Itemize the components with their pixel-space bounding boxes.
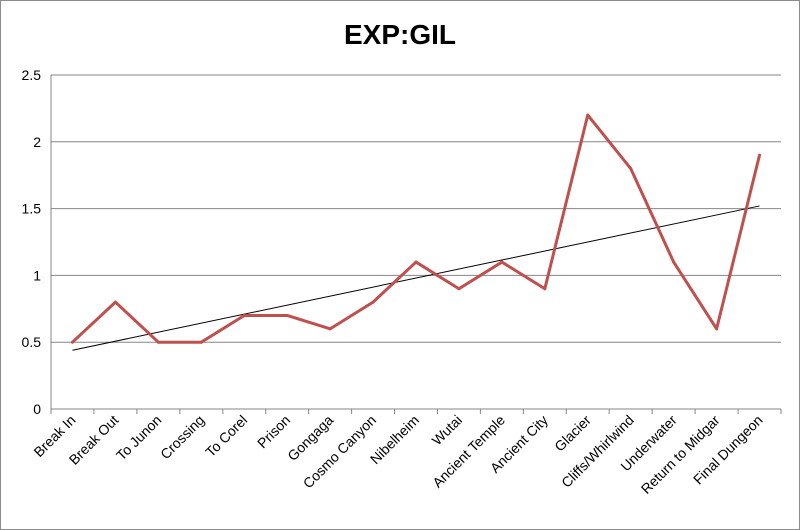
data-point bbox=[113, 300, 117, 304]
data-point bbox=[715, 327, 719, 331]
y-tick-label: 1 bbox=[33, 267, 41, 283]
x-tick-label: Wutai bbox=[429, 412, 465, 448]
data-point bbox=[586, 113, 590, 117]
data-point bbox=[156, 340, 160, 344]
y-tick-label: 0 bbox=[33, 401, 41, 417]
data-point bbox=[758, 153, 762, 157]
chart-title: EXP:GIL bbox=[343, 19, 456, 50]
data-point bbox=[371, 300, 375, 304]
data-point bbox=[285, 313, 289, 317]
series-line bbox=[71, 113, 761, 344]
x-tick-label: Glacier bbox=[551, 412, 594, 455]
x-tick-label: To Corel bbox=[202, 412, 250, 460]
data-point bbox=[70, 340, 74, 344]
data-point bbox=[457, 287, 461, 291]
x-tick-label: To Junon bbox=[113, 412, 164, 463]
y-tick-label: 2 bbox=[33, 134, 41, 150]
data-point bbox=[328, 327, 332, 331]
trendline bbox=[72, 205, 760, 351]
data-point bbox=[242, 313, 246, 317]
y-tick-label: 0.5 bbox=[22, 334, 42, 350]
x-tick-label: Prison bbox=[254, 412, 293, 451]
data-point bbox=[629, 167, 633, 171]
y-tick-label: 1.5 bbox=[22, 201, 42, 217]
data-point bbox=[414, 260, 418, 264]
x-tick-label: Crossing bbox=[157, 412, 207, 462]
x-tick-label: Cosmo Canyon bbox=[300, 412, 380, 492]
data-point bbox=[672, 260, 676, 264]
data-point bbox=[199, 340, 203, 344]
y-tick-label: 2.5 bbox=[22, 67, 42, 83]
data-point bbox=[543, 287, 547, 291]
x-tick-label: Return to Midgar bbox=[638, 412, 723, 497]
data-point bbox=[500, 260, 504, 264]
